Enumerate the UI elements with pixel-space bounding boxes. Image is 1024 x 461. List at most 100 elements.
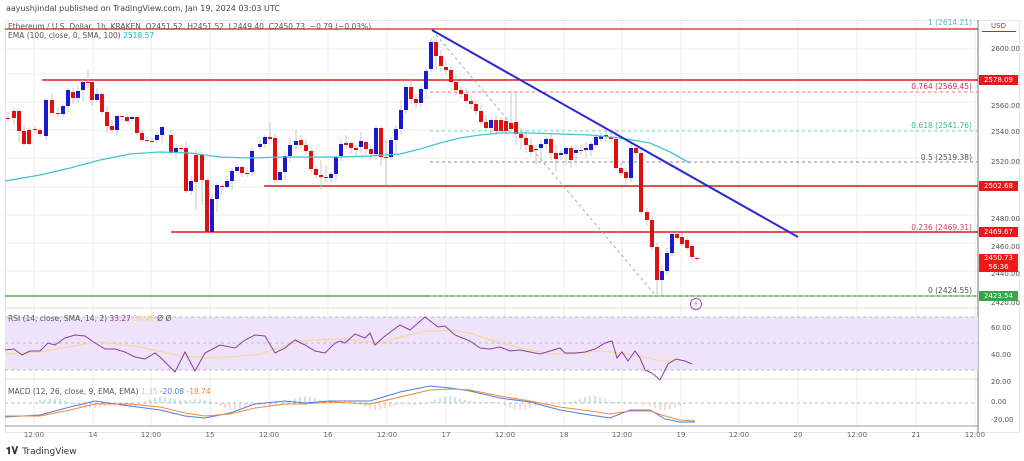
candle (250, 151, 254, 172)
candle (174, 148, 178, 152)
candle (200, 155, 204, 180)
candle (484, 122, 488, 128)
candle (549, 139, 553, 153)
candle (559, 153, 563, 155)
candle (359, 141, 363, 147)
candle (115, 116, 119, 130)
candle (278, 172, 282, 180)
candle (424, 71, 428, 89)
time-tick: 12:00 (23, 431, 45, 439)
candle (268, 137, 272, 139)
time-tick: 14 (88, 431, 98, 439)
candle (140, 133, 144, 140)
candle (645, 212, 649, 220)
candle (354, 148, 358, 150)
candle (299, 140, 303, 145)
price-tag-support: 2423.54 (979, 291, 1018, 301)
candle (155, 135, 159, 140)
candle (660, 271, 664, 280)
candle (429, 42, 433, 69)
candle (349, 143, 353, 148)
fib-label-1: 1 (2614.21) (927, 18, 972, 27)
time-tick: 17 (441, 431, 451, 439)
candle (12, 111, 16, 118)
candle (634, 148, 638, 153)
price-tag-2502: 2502.68 (979, 181, 1018, 191)
candle (409, 87, 413, 99)
candle (389, 140, 393, 157)
candle (514, 122, 518, 134)
candle (464, 94, 468, 101)
candle (524, 138, 528, 145)
candle (240, 167, 244, 173)
candle (564, 148, 568, 154)
candle (544, 139, 548, 144)
candle (184, 148, 188, 191)
fib-label-05: 0.5 (2519.38) (920, 153, 972, 162)
candle (399, 110, 403, 129)
candle (263, 137, 267, 144)
rsi-tick: 40.00 (991, 351, 1012, 359)
time-tick: 12:00 (728, 431, 750, 439)
candle (220, 186, 224, 187)
candle (329, 174, 333, 178)
time-tick: 12:00 (376, 431, 398, 439)
candle (22, 131, 26, 144)
rsi-line (4, 316, 693, 381)
candle (71, 92, 75, 98)
time-tick: 21 (911, 431, 921, 439)
time-tick: 15 (205, 431, 215, 439)
rsi-tick: 20.00 (991, 378, 1012, 386)
macd-tick: -20.00 (991, 416, 1014, 424)
candle (135, 117, 139, 133)
candle (245, 173, 249, 174)
symbol-legend: Ethereum / U.S. Dollar, 1h, KRAKEN O2451… (8, 22, 372, 31)
last-price-tag: 2450.73 56:36 (979, 254, 1018, 272)
time-tick: 12:00 (846, 431, 868, 439)
candle (474, 104, 478, 111)
candle (665, 253, 669, 271)
candle (288, 145, 292, 156)
candle (650, 220, 654, 247)
candle (379, 128, 383, 157)
candle (309, 151, 313, 169)
candle (394, 129, 398, 140)
macd-legend: MACD (12, 26, close, 9, EMA, EMA) 1.35 -… (8, 387, 211, 396)
fib-diagonal (431, 29, 657, 297)
candle (504, 121, 508, 131)
fib-label-0236: 0.236 (2469.31) (911, 223, 972, 232)
candle (614, 139, 618, 168)
candle (489, 120, 493, 128)
candle (44, 100, 48, 136)
candle (459, 90, 463, 94)
time-tick: 20 (793, 431, 803, 439)
candle (324, 177, 328, 178)
rsi-legend: RSI (14, close, SMA, 14, 2) 33.27 34.46 … (8, 314, 172, 323)
candle (579, 150, 583, 151)
footer-brand[interactable]: 𝟏𝐕 TradingView (6, 446, 77, 457)
lightning-event-icon[interactable]: ⚡ (690, 298, 702, 310)
candle (534, 149, 538, 150)
candle (194, 155, 198, 182)
candle (150, 141, 154, 142)
candle (454, 82, 458, 90)
candle (56, 113, 60, 114)
candle (125, 117, 129, 121)
candle (205, 180, 209, 232)
candle (160, 127, 164, 135)
price-tick: 2460.00 (991, 243, 1020, 251)
currency-underline (982, 31, 1016, 32)
candle (6, 118, 10, 119)
candle (105, 112, 109, 126)
candle (38, 130, 42, 134)
candle (273, 138, 277, 180)
candle (339, 144, 343, 156)
macd-tick: 0.00 (991, 398, 1007, 406)
candle (304, 145, 308, 151)
candle (230, 171, 234, 181)
candlesticks (6, 38, 699, 296)
candle (624, 172, 628, 178)
price-tick: 2440.00 (991, 270, 1020, 278)
candle (27, 130, 31, 144)
